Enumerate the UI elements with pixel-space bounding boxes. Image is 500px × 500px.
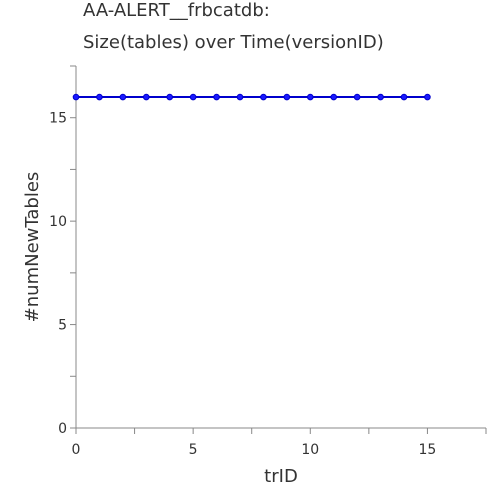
y-tick-label: 5	[58, 318, 67, 334]
y-tick-label: 10	[49, 214, 67, 230]
data-point	[424, 93, 431, 101]
data-point	[306, 93, 314, 101]
data-point	[119, 93, 127, 101]
data-point	[96, 93, 103, 101]
data-point	[189, 93, 197, 101]
chart-title-line-1: AA-ALERT__frbcatdb:	[83, 0, 270, 21]
x-tick-label: 15	[419, 442, 437, 458]
y-tick-label: 15	[49, 111, 67, 127]
data-point	[72, 93, 80, 101]
x-tick-label: 10	[301, 442, 319, 458]
x-axis-label: trID	[264, 466, 298, 487]
data-point	[400, 93, 408, 101]
data-point	[330, 93, 338, 101]
data-point	[260, 93, 267, 101]
x-tick-label: 5	[189, 442, 198, 458]
data-point	[283, 93, 291, 101]
y-tick-label: 0	[58, 421, 67, 437]
data-point	[236, 93, 244, 101]
data-point	[142, 93, 150, 101]
series-layer	[72, 93, 431, 101]
chart-title-line-2: Size(tables) over Time(versionID)	[83, 32, 384, 53]
data-point	[213, 93, 220, 101]
x-tick-label: 0	[72, 442, 81, 458]
y-axis-label: #numNewTables	[22, 172, 43, 323]
data-point	[353, 93, 361, 101]
data-point	[166, 93, 174, 101]
data-point	[377, 93, 384, 101]
axes	[75, 66, 486, 429]
ticks: 0 5 10 15 0 5 10 15	[49, 65, 487, 458]
